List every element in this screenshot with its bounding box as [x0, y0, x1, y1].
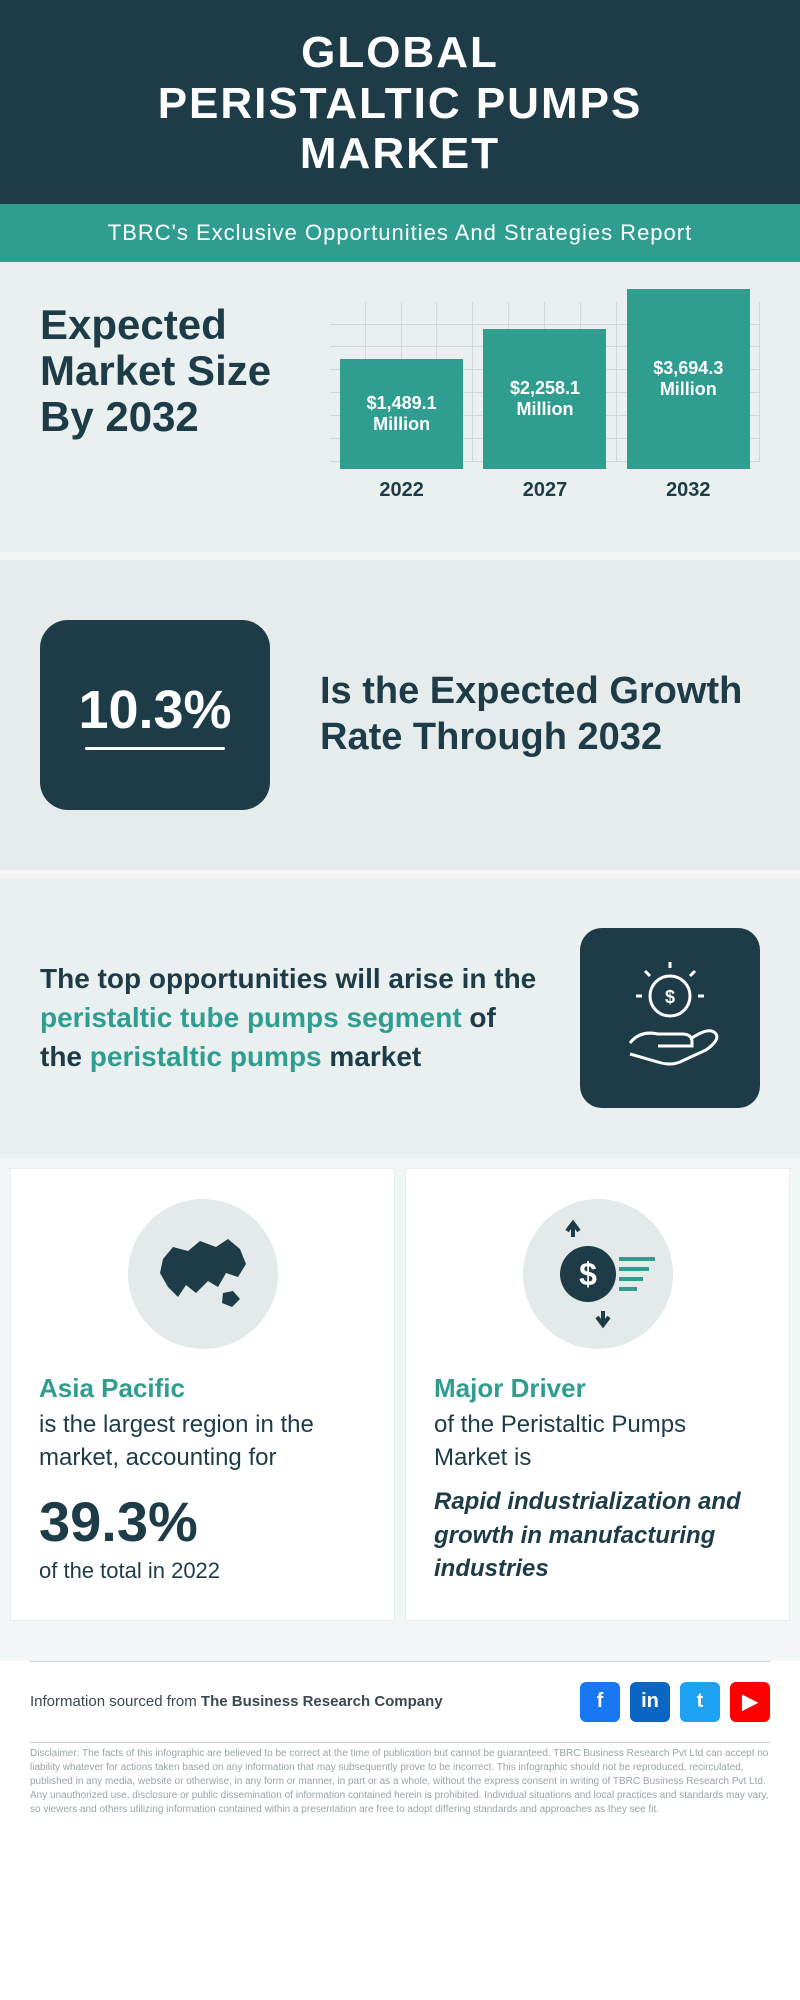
region-percent: 39.3%: [39, 1489, 366, 1554]
growth-rate-section: 10.3% Is the Expected Growth Rate Throug…: [0, 552, 800, 878]
source-name: The Business Research Company: [201, 1693, 443, 1710]
twitter-icon[interactable]: t: [680, 1682, 720, 1722]
social-icons: f in t ▶: [580, 1682, 770, 1722]
driver-text1: of the Peristaltic Pumps: [434, 1408, 761, 1442]
bar-group-2022: $1,489.1 Million 2022: [340, 359, 463, 502]
driver-italic: Rapid industrialization and growth in ma…: [434, 1485, 761, 1586]
bars-container: $1,489.1 Million 2022 $2,258.1 Million 2…: [330, 302, 760, 502]
facebook-icon[interactable]: f: [580, 1682, 620, 1722]
opp-highlight-1: peristaltic tube pumps segment: [40, 1002, 462, 1033]
dollar-arrows-icon: $: [523, 1199, 673, 1349]
stat-underline: [85, 747, 225, 750]
market-size-section: Expected Market Size By 2032 $1,489.1 Mi…: [0, 262, 800, 552]
opportunity-section: The top opportunities will arise in the …: [0, 878, 800, 1158]
bar-2027: $2,258.1 Million: [483, 329, 606, 469]
bar-value: $2,258.1: [510, 378, 580, 399]
opp-highlight-2: peristaltic pumps: [90, 1041, 322, 1072]
market-size-heading-wrap: Expected Market Size By 2032: [40, 302, 300, 502]
bar-label: 2027: [523, 479, 568, 502]
footer-row: Information sourced from The Business Re…: [0, 1662, 800, 1742]
market-size-chart: $1,489.1 Million 2022 $2,258.1 Million 2…: [330, 302, 760, 502]
subtitle-bar: TBRC's Exclusive Opportunities And Strat…: [0, 204, 800, 262]
bar-value: $3,694.3: [653, 358, 723, 379]
growth-rate-stat: 10.3%: [40, 620, 270, 810]
page-title: GLOBAL PERISTALTIC PUMPS MARKET: [20, 28, 780, 180]
bar-unit: Million: [373, 414, 430, 435]
title-line2: PERISTALTIC PUMPS: [158, 79, 643, 128]
source-text: Information sourced from The Business Re…: [30, 1693, 443, 1710]
lightbulb-hand-icon: $: [580, 928, 760, 1108]
bar-2022: $1,489.1 Million: [340, 359, 463, 469]
header: GLOBAL PERISTALTIC PUMPS MARKET: [0, 0, 800, 204]
svg-text:$: $: [665, 987, 675, 1007]
region-title: Asia Pacific: [39, 1373, 366, 1404]
subtitle-text: TBRC's Exclusive Opportunities And Strat…: [108, 220, 692, 245]
bar-label: 2022: [379, 479, 424, 502]
bar-unit: Million: [516, 399, 573, 420]
bar-2032: $3,694.3 Million: [627, 289, 750, 469]
driver-title: Major Driver: [434, 1373, 761, 1404]
bar-group-2032: $3,694.3 Million 2032: [627, 289, 750, 502]
bar-value: $1,489.1: [367, 393, 437, 414]
market-size-heading: Expected Market Size By 2032: [40, 302, 300, 441]
title-line3: MARKET: [300, 129, 500, 178]
opportunity-text: The top opportunities will arise in the …: [40, 959, 540, 1077]
region-sub: of the total in 2022: [39, 1558, 366, 1584]
linkedin-icon[interactable]: in: [630, 1682, 670, 1722]
region-text: is the largest region in the market, acc…: [39, 1408, 366, 1475]
svg-text:$: $: [579, 1256, 597, 1292]
growth-rate-value: 10.3%: [78, 679, 231, 741]
youtube-icon[interactable]: ▶: [730, 1682, 770, 1722]
growth-rate-text: Is the Expected Growth Rate Through 2032: [320, 669, 760, 760]
driver-text2: Market is: [434, 1441, 761, 1475]
bar-group-2027: $2,258.1 Million 2027: [483, 329, 606, 502]
source-prefix: Information sourced from: [30, 1693, 201, 1710]
region-card: Asia Pacific is the largest region in th…: [10, 1168, 395, 1621]
title-line1: GLOBAL: [301, 28, 499, 77]
bar-unit: Million: [660, 379, 717, 400]
opp-suffix: market: [322, 1041, 422, 1072]
asia-map-icon: [128, 1199, 278, 1349]
disclaimer-text: Disclaimer: The facts of this infographi…: [0, 1743, 800, 1847]
two-card-section: Asia Pacific is the largest region in th…: [0, 1158, 800, 1661]
driver-card: $ Major Driver of the Peristaltic Pumps …: [405, 1168, 790, 1621]
bar-label: 2032: [666, 479, 711, 502]
opp-prefix: The top opportunities will arise in the: [40, 963, 536, 994]
